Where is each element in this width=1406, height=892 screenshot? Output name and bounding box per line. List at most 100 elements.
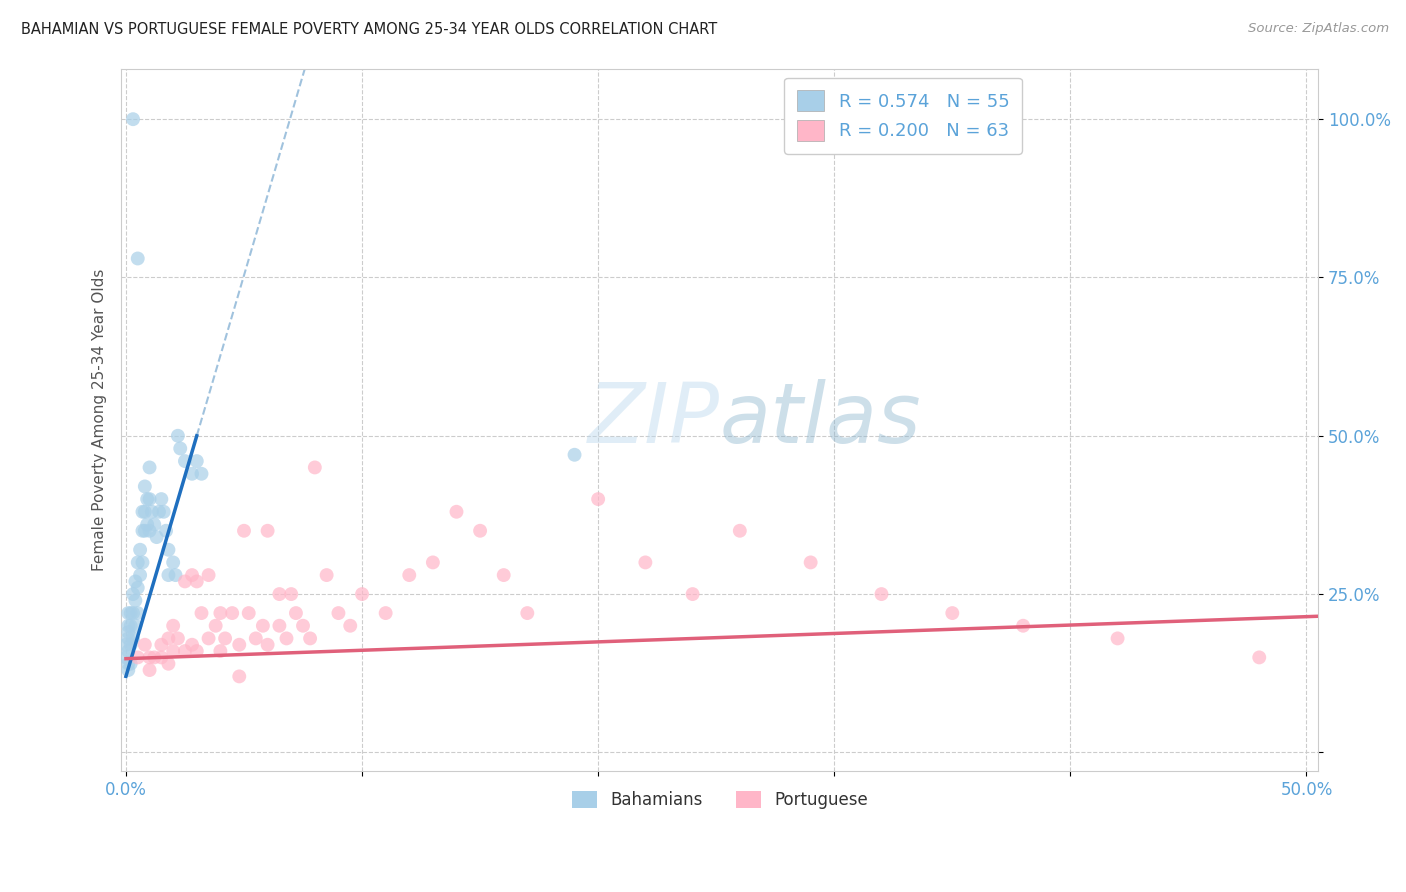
Text: ZIP: ZIP bbox=[588, 379, 720, 460]
Point bbox=[269, 619, 291, 633]
Point bbox=[148, 505, 170, 519]
Point bbox=[214, 632, 236, 646]
Point bbox=[276, 632, 298, 646]
Point bbox=[122, 587, 145, 601]
Point bbox=[174, 644, 197, 658]
Point bbox=[292, 619, 315, 633]
Point bbox=[134, 505, 156, 519]
Point bbox=[117, 619, 139, 633]
Point bbox=[446, 505, 468, 519]
Point bbox=[728, 524, 751, 538]
Point bbox=[117, 632, 139, 646]
Point bbox=[150, 638, 173, 652]
Point bbox=[186, 644, 208, 658]
Text: BAHAMIAN VS PORTUGUESE FEMALE POVERTY AMONG 25-34 YEAR OLDS CORRELATION CHART: BAHAMIAN VS PORTUGUESE FEMALE POVERTY AM… bbox=[21, 22, 717, 37]
Point bbox=[157, 568, 180, 582]
Point bbox=[492, 568, 515, 582]
Point bbox=[120, 606, 142, 620]
Point bbox=[352, 587, 374, 601]
Point bbox=[174, 574, 197, 589]
Point bbox=[221, 606, 243, 620]
Point bbox=[165, 568, 187, 582]
Point bbox=[134, 524, 156, 538]
Point bbox=[138, 460, 160, 475]
Point bbox=[117, 625, 139, 640]
Point bbox=[136, 492, 159, 507]
Point bbox=[256, 638, 278, 652]
Point bbox=[238, 606, 260, 620]
Point bbox=[800, 556, 823, 570]
Point bbox=[516, 606, 538, 620]
Point bbox=[127, 581, 149, 595]
Point bbox=[190, 606, 212, 620]
Point bbox=[252, 619, 274, 633]
Point bbox=[134, 638, 156, 652]
Point bbox=[120, 619, 142, 633]
Point bbox=[162, 556, 184, 570]
Point bbox=[941, 606, 963, 620]
Point bbox=[157, 632, 180, 646]
Point bbox=[422, 556, 444, 570]
Point bbox=[141, 505, 163, 519]
Point bbox=[197, 632, 219, 646]
Point bbox=[233, 524, 256, 538]
Point bbox=[167, 632, 190, 646]
Point bbox=[120, 657, 142, 671]
Point bbox=[120, 638, 142, 652]
Point bbox=[131, 556, 153, 570]
Point bbox=[256, 524, 278, 538]
Point bbox=[181, 467, 204, 481]
Point bbox=[129, 542, 152, 557]
Point bbox=[586, 492, 609, 507]
Point bbox=[115, 650, 138, 665]
Point bbox=[150, 492, 173, 507]
Point bbox=[634, 556, 657, 570]
Point bbox=[468, 524, 491, 538]
Point bbox=[304, 460, 326, 475]
Point bbox=[124, 593, 146, 607]
Point bbox=[124, 574, 146, 589]
Point bbox=[138, 492, 160, 507]
Point bbox=[269, 587, 291, 601]
Point bbox=[129, 568, 152, 582]
Point bbox=[122, 112, 145, 127]
Point bbox=[245, 632, 267, 646]
Point bbox=[162, 619, 184, 633]
Point bbox=[155, 524, 177, 538]
Point bbox=[299, 632, 322, 646]
Point bbox=[174, 454, 197, 468]
Point bbox=[143, 650, 166, 665]
Point bbox=[145, 530, 167, 544]
Point bbox=[564, 448, 586, 462]
Point bbox=[136, 517, 159, 532]
Point bbox=[117, 663, 139, 677]
Point bbox=[204, 619, 226, 633]
Point bbox=[122, 606, 145, 620]
Point bbox=[284, 606, 307, 620]
Point bbox=[127, 252, 149, 266]
Point bbox=[228, 638, 250, 652]
Point bbox=[117, 657, 139, 671]
Point bbox=[374, 606, 396, 620]
Point bbox=[1249, 650, 1271, 665]
Point bbox=[228, 669, 250, 683]
Point bbox=[315, 568, 337, 582]
Point bbox=[131, 524, 153, 538]
Point bbox=[190, 467, 212, 481]
Point bbox=[186, 574, 208, 589]
Point bbox=[870, 587, 893, 601]
Point bbox=[127, 650, 149, 665]
Point bbox=[124, 619, 146, 633]
Point bbox=[134, 479, 156, 493]
Point bbox=[150, 650, 173, 665]
Point bbox=[138, 524, 160, 538]
Point bbox=[398, 568, 420, 582]
Point bbox=[127, 606, 149, 620]
Point bbox=[127, 556, 149, 570]
Point bbox=[328, 606, 350, 620]
Point bbox=[181, 638, 204, 652]
Point bbox=[209, 644, 232, 658]
Point bbox=[209, 606, 232, 620]
Point bbox=[152, 505, 174, 519]
Point bbox=[197, 568, 219, 582]
